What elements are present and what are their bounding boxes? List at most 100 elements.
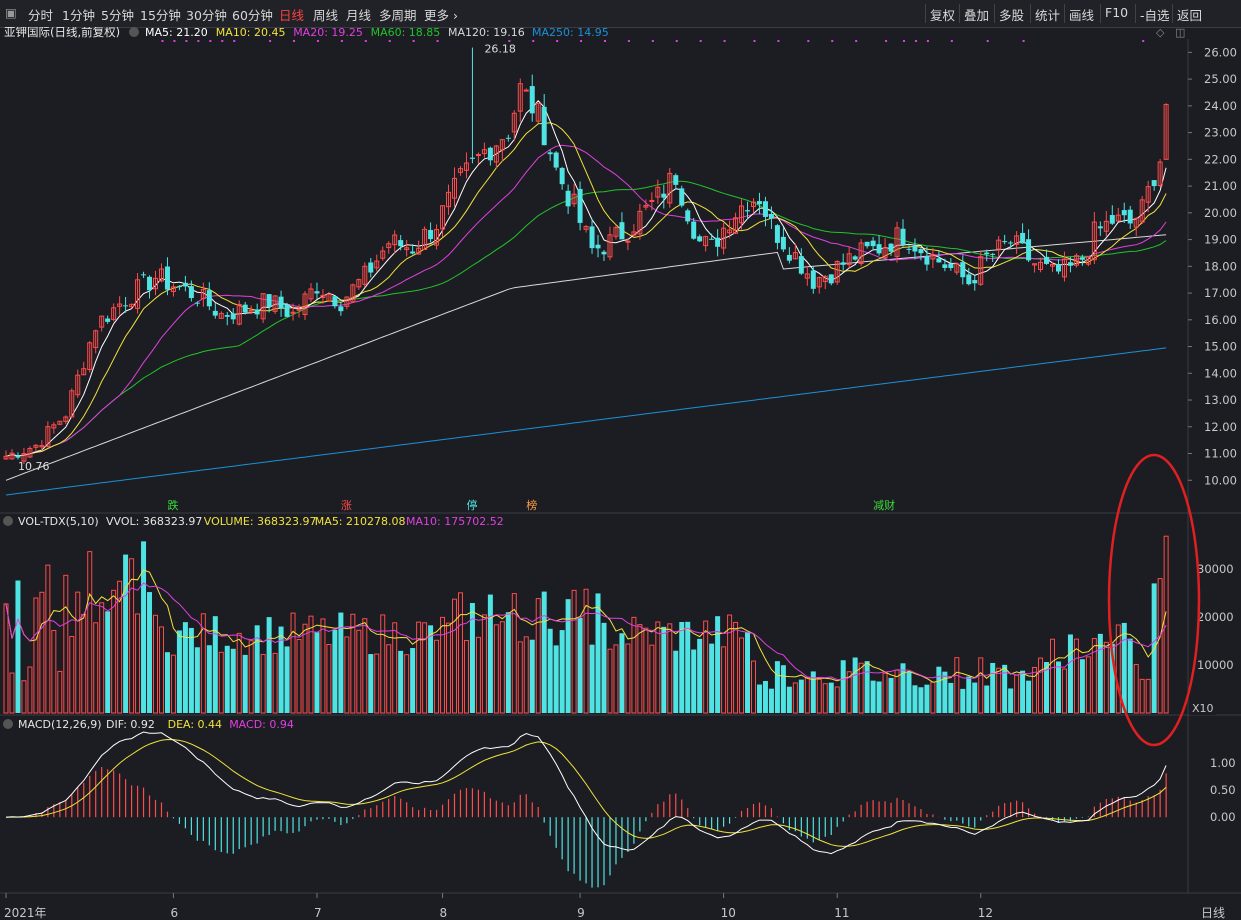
ma120-line [5, 234, 1167, 481]
candle-up [523, 89, 529, 92]
price-tick-label: 14.00 [1204, 366, 1237, 380]
volume-bar-down [1109, 643, 1115, 713]
candle-up [27, 447, 33, 458]
volume-bar-up [751, 660, 756, 714]
volume-bar-down [774, 661, 780, 713]
candle-down [1109, 215, 1115, 224]
volume-bar-down [410, 648, 416, 713]
signal-dot [1022, 40, 1025, 42]
period-tab-4[interactable]: 30分钟 [186, 8, 227, 23]
period-tab-2[interactable]: 5分钟 [101, 8, 134, 23]
volume-bar-up [463, 640, 469, 714]
volume-bar-up [3, 603, 9, 714]
volume-bar-up [1157, 578, 1163, 714]
candle-down [697, 236, 703, 242]
volume-bar-down [864, 661, 870, 713]
toolbar-button-5[interactable]: F10 [1105, 5, 1129, 20]
period-tab-9[interactable]: 多周期 [379, 8, 417, 23]
toolbar-button-4[interactable]: 画线 [1069, 8, 1095, 23]
volume-bar-down [1008, 688, 1014, 713]
candle-up [33, 444, 39, 448]
macd-panel-title: MACD(12,26,9) [18, 718, 102, 731]
signal-dot [269, 40, 272, 42]
signal-dot [723, 40, 726, 42]
volume-bar-up [1145, 678, 1151, 714]
volume-bar-up [481, 614, 487, 714]
candle-up [535, 103, 541, 122]
volume-bar-up [643, 627, 649, 714]
toolbar-button-2[interactable]: 多股 [999, 8, 1025, 23]
volume-bar-down [1020, 670, 1026, 713]
volume-bar-down [541, 591, 547, 713]
period-tab-10[interactable]: 更多 › [424, 8, 458, 23]
volume-bar-up [446, 622, 452, 714]
price-tick-label: 15.00 [1204, 340, 1237, 354]
candle-up [3, 455, 9, 460]
dif-line [5, 731, 1167, 855]
signal-dot [651, 40, 654, 42]
candle-up [422, 228, 428, 251]
candle-down [918, 249, 924, 254]
toolbar-button-3[interactable]: 统计 [1035, 8, 1061, 23]
candle-up [392, 234, 398, 246]
volume-bar-up [523, 636, 529, 714]
volume-panel-title: VOL-TDX(5,10) [18, 515, 99, 528]
candle-up [260, 293, 266, 320]
candle-down [870, 240, 876, 247]
candle-up [511, 112, 517, 133]
toolbar-button-6[interactable]: -自选 [1140, 8, 1170, 23]
candle-down [984, 252, 990, 255]
period-tab-7[interactable]: 周线 [313, 8, 339, 23]
volume-bar-up [170, 654, 176, 714]
volume-bar-up [440, 616, 446, 714]
candle-down [864, 241, 870, 247]
collapse-icon[interactable]: ▣ [5, 5, 17, 20]
signal-dot [316, 40, 319, 42]
volume-bar-down [553, 645, 559, 713]
volume-bar-up [978, 657, 984, 714]
volume-tick-label: 10000 [1197, 658, 1234, 672]
volume-bar-down [948, 682, 954, 713]
macd-legend-dea: DEA: 0.44 [168, 718, 222, 731]
volume-bar-up [493, 624, 499, 714]
candle-up [434, 229, 440, 246]
period-tab-8[interactable]: 月线 [346, 8, 372, 23]
candle-down [284, 304, 290, 317]
candle-up [272, 295, 278, 312]
candle-up [954, 263, 960, 273]
period-tab-1[interactable]: 1分钟 [62, 8, 95, 23]
volume-bar-up [93, 622, 99, 714]
price-tick-label: 25.00 [1204, 72, 1237, 86]
toolbar-button-1[interactable]: 叠加 [964, 8, 990, 23]
period-tab-5[interactable]: 60分钟 [232, 8, 273, 23]
volume-bar-up [452, 598, 457, 714]
candle-down [715, 237, 721, 247]
period-tab-0[interactable]: 分时 [28, 8, 54, 23]
candle-up [1091, 221, 1097, 261]
period-tab-6[interactable]: 日线 [279, 8, 305, 23]
volume-bar-up [804, 677, 810, 714]
low-price-label: 10.76 [18, 460, 50, 473]
toolbar-button-0[interactable]: 复权 [930, 8, 956, 23]
volume-bar-down [1067, 634, 1073, 713]
volume-bar-down [876, 681, 882, 713]
volume-bar-down [888, 677, 894, 713]
volume-bar-down [828, 682, 834, 713]
toolbar-separator [1135, 4, 1136, 23]
volume-bar-up [9, 672, 15, 714]
volume-bar-up [63, 574, 69, 714]
volume-bar-down [709, 643, 715, 713]
candle-up [1014, 235, 1020, 245]
volume-bar-down [966, 676, 972, 713]
candle-down [888, 243, 894, 252]
candle-down [595, 244, 601, 249]
macd-tick-label: 0.00 [1210, 810, 1236, 824]
period-tab-3[interactable]: 15分钟 [140, 8, 181, 23]
toolbar-button-7[interactable]: 返回 [1177, 8, 1203, 23]
candle-up [452, 177, 457, 199]
candle-down [1044, 256, 1050, 264]
volume-bar-up [158, 626, 164, 714]
signal-dot [173, 40, 176, 42]
candle-up [1050, 264, 1055, 267]
ma-legend-ma5: MA5: 21.20 [145, 27, 208, 39]
